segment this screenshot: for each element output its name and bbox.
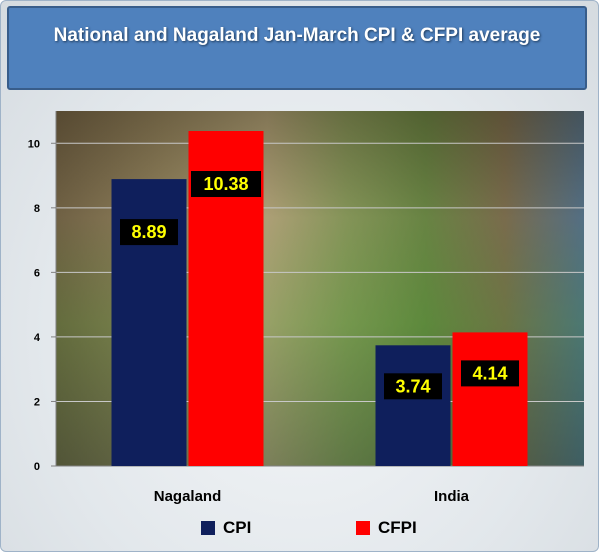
- title-box: National and Nagaland Jan-March CPI & CF…: [7, 6, 587, 90]
- data-label-box: [461, 360, 519, 387]
- legend-swatch: [201, 521, 215, 535]
- data-label: 3.74: [395, 376, 430, 396]
- bar-cfpi-india: [452, 332, 528, 466]
- data-label: 10.38: [203, 174, 248, 194]
- legend-swatch: [356, 521, 370, 535]
- y-tick-label: 10: [28, 138, 40, 150]
- y-tick-label: 4: [34, 332, 41, 344]
- y-tick-label: 2: [34, 396, 40, 408]
- legend-label: CPI: [223, 518, 252, 537]
- data-label-box: [191, 171, 261, 198]
- legend-label: CFPI: [378, 518, 417, 537]
- data-label: 4.14: [472, 363, 507, 383]
- data-label: 8.89: [131, 222, 166, 242]
- y-tick-label: 0: [34, 461, 40, 473]
- legend-item-cpi: CPI: [201, 518, 251, 538]
- legend: CPI CFPI: [1, 518, 598, 548]
- chart-title: National and Nagaland Jan-March CPI & CF…: [53, 25, 541, 46]
- bar-cpi-india: [375, 345, 451, 466]
- data-label-box: [384, 373, 442, 400]
- x-category-label: Nagaland: [154, 488, 222, 505]
- data-label-box: [120, 219, 178, 246]
- y-tick-label: 6: [34, 267, 40, 279]
- legend-item-cfpi: CFPI: [356, 518, 417, 538]
- y-tick-label: 8: [34, 203, 40, 215]
- x-category-label: India: [434, 488, 470, 505]
